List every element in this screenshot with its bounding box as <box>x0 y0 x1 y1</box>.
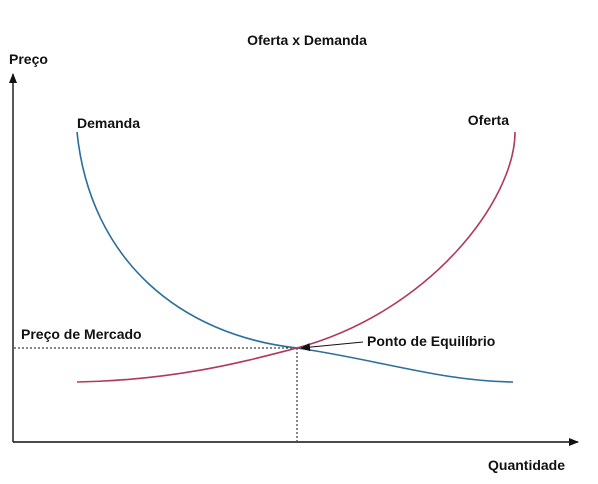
supply-curve <box>76 131 516 383</box>
equilibrium-label: Ponto de Equilíbrio <box>367 333 495 349</box>
diagram-title: Oferta x Demanda <box>247 32 367 48</box>
y-axis-label: Preço <box>9 51 48 67</box>
x-axis-label: Quantidade <box>488 457 565 473</box>
equilibrium-pointer-arrow <box>300 341 364 352</box>
demand-curve <box>76 131 514 383</box>
demand-curve-label: Demanda <box>77 115 140 131</box>
market-price-label: Preço de Mercado <box>21 326 142 342</box>
supply-curve-label: Oferta <box>468 112 509 128</box>
